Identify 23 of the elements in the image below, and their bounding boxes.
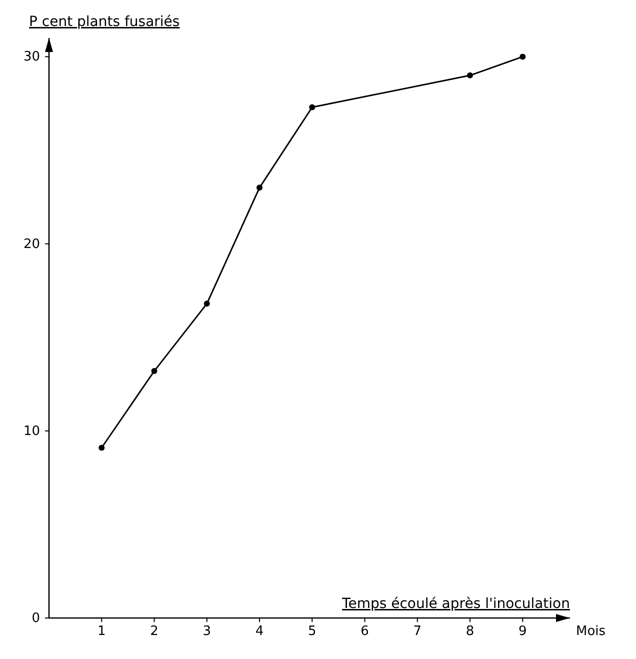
x-tick-label: 5	[308, 624, 316, 639]
point	[520, 54, 526, 60]
x-tick-label: 8	[466, 624, 474, 639]
x-tick-label: 2	[150, 624, 158, 639]
x-axis-title: Temps écoulé après l'inoculation	[341, 596, 570, 612]
y-tick-label: 30	[23, 50, 40, 65]
y-tick-label: 10	[23, 424, 40, 439]
point	[467, 72, 474, 78]
point	[98, 444, 105, 451]
x-tick-label: 1	[97, 624, 106, 639]
point	[151, 368, 158, 374]
y-tick-label: 0	[32, 611, 40, 626]
x-tick-label: 6	[360, 624, 369, 639]
x-tick-label: 3	[202, 624, 212, 639]
point	[204, 300, 210, 307]
text: Mois	[576, 624, 606, 639]
x-tick-label: 7	[413, 624, 422, 639]
y-axis-title: P cent plants fusariés	[29, 14, 180, 30]
point	[256, 184, 263, 191]
y-tick-label: 20	[23, 236, 40, 252]
x-tick-label: 4	[255, 624, 264, 639]
point	[309, 104, 316, 110]
x-tick-label: 9	[518, 624, 527, 639]
